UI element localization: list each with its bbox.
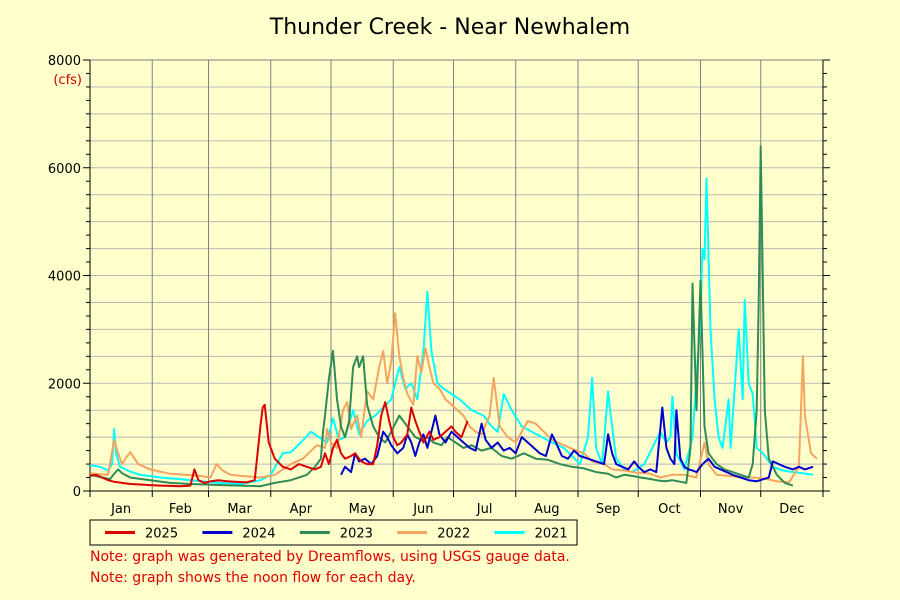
series-layer xyxy=(89,145,818,488)
series-line-2025 xyxy=(89,401,469,488)
y-tick-label: 4000 xyxy=(48,270,81,285)
month-label: Dec xyxy=(779,502,804,517)
y-unit-label: (cfs) xyxy=(53,73,82,88)
grid xyxy=(90,60,823,491)
legend-label-2025: 2025 xyxy=(145,527,178,542)
month-label: Apr xyxy=(290,502,313,517)
series-line-2024 xyxy=(340,406,814,483)
month-label: Oct xyxy=(658,502,680,517)
legend-label-2021: 2021 xyxy=(535,527,568,542)
y-tick-label: 0 xyxy=(73,485,81,500)
month-label: Mar xyxy=(227,502,252,517)
month-label: May xyxy=(349,502,376,517)
month-label: Jul xyxy=(476,502,493,517)
legend: 2025 2024 2023 2022 2021 xyxy=(89,519,578,546)
legend-label-2022: 2022 xyxy=(437,527,470,542)
y-tick-label: 8000 xyxy=(48,54,81,69)
series-line-2021 xyxy=(89,177,814,485)
chart-title: Thunder Creek - Near Newhalem xyxy=(269,15,630,40)
month-label: Jan xyxy=(110,502,131,517)
y-tick-label: 2000 xyxy=(48,377,81,392)
y-tick-label: 6000 xyxy=(48,162,81,177)
axes: 0 2000 4000 6000 8000 Jan Feb Mar Apr May Jun Jul Au… xyxy=(48,54,830,517)
series-line-2023 xyxy=(89,145,794,488)
month-label: Feb xyxy=(169,502,192,517)
note-source: Note: graph was generated by Dreamflows,… xyxy=(90,549,570,565)
month-label: Aug xyxy=(534,502,559,517)
note-noon-flow: Note: graph shows the noon flow for each… xyxy=(90,570,416,586)
month-label: Nov xyxy=(718,502,744,517)
series-line-2022 xyxy=(89,312,818,484)
month-label: Jun xyxy=(412,502,433,517)
legend-label-2023: 2023 xyxy=(340,527,373,542)
month-label: Sep xyxy=(596,502,621,517)
legend-label-2024: 2024 xyxy=(242,527,275,542)
